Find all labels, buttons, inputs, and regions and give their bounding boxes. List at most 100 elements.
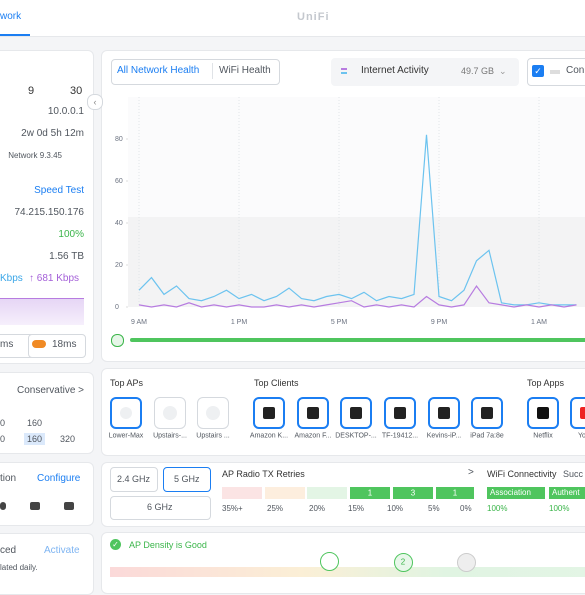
list-label: DESKTOP-... bbox=[335, 432, 377, 440]
x-tick-label: 1 PM bbox=[231, 319, 248, 326]
channel-selected[interactable]: 160 bbox=[24, 433, 46, 445]
scale-label: 35%+ bbox=[222, 504, 243, 513]
list-icon[interactable] bbox=[253, 397, 285, 429]
retry-bin bbox=[436, 487, 474, 499]
list-icon[interactable] bbox=[428, 397, 460, 429]
list-icon[interactable] bbox=[340, 397, 372, 429]
band-label: 2.4 GHz bbox=[117, 474, 151, 484]
band-button[interactable] bbox=[110, 467, 158, 492]
density-count: 2 bbox=[400, 557, 406, 567]
nav-tab[interactable]: work bbox=[0, 11, 22, 22]
density-status: AP Density is Good bbox=[129, 540, 207, 550]
wan-ip: 74.215.150.176 bbox=[14, 207, 84, 218]
section-title: Top APs bbox=[110, 378, 144, 388]
list-icon[interactable] bbox=[110, 397, 142, 429]
icon-glyph bbox=[263, 407, 275, 419]
scale-label: 25% bbox=[267, 504, 284, 513]
retry-bin bbox=[265, 487, 305, 499]
speed-test[interactable]: Speed Test bbox=[34, 185, 84, 196]
retry-bin bbox=[350, 487, 390, 499]
list-icon[interactable] bbox=[154, 397, 186, 429]
activity-label: Internet Activity bbox=[361, 65, 429, 76]
status-bar bbox=[130, 338, 585, 342]
note: lated daily. bbox=[0, 563, 38, 572]
channel: 0 bbox=[0, 434, 6, 444]
band-button-selected[interactable] bbox=[163, 467, 211, 492]
y-tick-label: 60 bbox=[115, 178, 123, 185]
y-tick-label: 80 bbox=[115, 136, 123, 143]
icon-glyph bbox=[307, 407, 319, 419]
retry-count: 1 bbox=[452, 488, 458, 498]
wifi-badge: Authent bbox=[549, 487, 585, 499]
section-title: Top Clients bbox=[254, 378, 299, 388]
compare-label: Con bbox=[566, 65, 585, 76]
list-label: Upstairs ... bbox=[196, 432, 230, 440]
x-tick-label: 1 AM bbox=[531, 319, 547, 326]
retry-bin bbox=[222, 487, 262, 499]
configure-link[interactable]: Configure bbox=[37, 473, 81, 484]
channel: 0 bbox=[0, 418, 6, 428]
activate-link[interactable]: Activate bbox=[44, 545, 80, 556]
list-label: TF-19412... bbox=[381, 432, 419, 440]
y-tick-label: 0 bbox=[115, 304, 119, 311]
density-marker bbox=[320, 552, 339, 571]
list-icon[interactable] bbox=[297, 397, 329, 429]
section-title: Top Apps bbox=[527, 378, 565, 388]
logo: UniFi bbox=[297, 11, 330, 23]
series-line bbox=[138, 134, 577, 306]
collapse-button[interactable]: ‹ bbox=[87, 94, 103, 110]
wifi-title: WiFi Connectivity bbox=[487, 469, 557, 479]
retry-bin bbox=[393, 487, 433, 499]
list-icon[interactable] bbox=[384, 397, 416, 429]
upload: ↑ 681 Kbps bbox=[29, 273, 80, 284]
more-arrow[interactable]: > bbox=[468, 467, 474, 478]
x-tick-label: 5 PM bbox=[331, 319, 348, 326]
plot-band bbox=[128, 217, 585, 307]
wifi-value: 100% bbox=[549, 504, 570, 513]
status-icon bbox=[111, 334, 124, 347]
icon bbox=[64, 502, 74, 510]
activity-dropdown[interactable] bbox=[331, 58, 519, 86]
list-label: Netflix bbox=[533, 432, 553, 440]
cloud-icon bbox=[32, 340, 46, 348]
channel: 160 bbox=[27, 418, 43, 428]
x-tick-label: 9 AM bbox=[131, 319, 147, 326]
band-label: 6 GHz bbox=[147, 502, 173, 512]
legend-swatch bbox=[550, 70, 560, 74]
icon bbox=[0, 502, 6, 510]
scale-label: 0% bbox=[460, 504, 472, 513]
wifi-value: 100% bbox=[487, 504, 508, 513]
list-icon[interactable] bbox=[197, 397, 229, 429]
usage: 1.56 TB bbox=[49, 251, 84, 262]
wifi-status: Succ bbox=[563, 469, 584, 479]
icon-glyph bbox=[537, 407, 549, 419]
section-title: ced bbox=[0, 545, 17, 556]
list-icon[interactable] bbox=[527, 397, 559, 429]
retry-count: 3 bbox=[410, 488, 416, 498]
list-icon[interactable] bbox=[471, 397, 503, 429]
y-tick-label: 40 bbox=[115, 220, 123, 227]
icon-glyph bbox=[206, 406, 220, 420]
channel: 320 bbox=[60, 434, 76, 444]
list-label: Amazon F... bbox=[294, 432, 332, 440]
band-button[interactable] bbox=[110, 496, 211, 520]
wifi-badge: Association bbox=[487, 487, 545, 499]
checkbox[interactable]: ✓ bbox=[532, 65, 544, 77]
check-icon: ✓ bbox=[110, 539, 121, 550]
radio-title: AP Radio TX Retries bbox=[222, 469, 305, 479]
mode[interactable]: Conservative > bbox=[17, 385, 84, 396]
series-line bbox=[138, 284, 577, 308]
list-label: Upstairs-... bbox=[153, 432, 187, 440]
list-icon[interactable] bbox=[570, 397, 585, 429]
x-tick-label: 9 PM bbox=[431, 319, 448, 326]
health-tab[interactable]: All Network Health bbox=[117, 65, 200, 76]
uptime: 2w 0d 5h 12m bbox=[21, 128, 84, 139]
icon-glyph bbox=[394, 407, 406, 419]
health-tab[interactable]: WiFi Health bbox=[219, 65, 271, 76]
density-marker bbox=[457, 553, 476, 572]
wired-count: 30 bbox=[70, 85, 83, 97]
version: Network 9.3.45 bbox=[8, 151, 62, 160]
icon-glyph bbox=[481, 407, 493, 419]
